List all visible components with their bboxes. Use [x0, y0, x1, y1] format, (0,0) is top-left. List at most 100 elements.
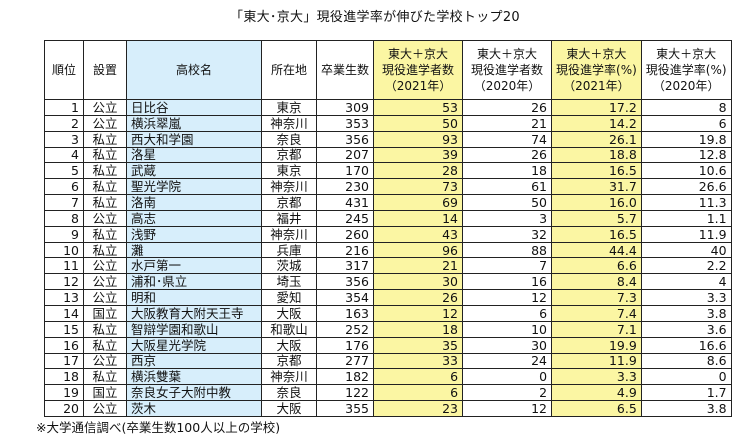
cell-graduates: 163	[315, 304, 375, 322]
table-row: 10 私立灘兵庫 216 96 88 44.4 40	[44, 241, 732, 259]
header-rate-2021-line2: 現役進学率(%)	[556, 63, 637, 77]
footnote: ※大学通信調べ(卒業生数100人以上の学校)	[36, 420, 281, 435]
cell-count-2021: 6	[373, 384, 464, 402]
cell-graduates: 356	[315, 273, 375, 291]
cell-location: 京都	[261, 352, 317, 370]
header-count-2020: 東大＋京大 現役進学者数 （2020年）	[462, 40, 553, 100]
cell-rate-2021: 14.2	[551, 114, 642, 132]
cell-rate-2021: 19.9	[551, 336, 642, 354]
cell-graduates: 207	[315, 146, 375, 164]
cell-rate-2021: 7.1	[551, 320, 642, 338]
cell-graduates: 252	[315, 320, 375, 338]
cell-count-2021: 6	[373, 368, 464, 386]
table-row: 4 私立 洛星 京都 207 39 26 18.8 12.8	[44, 146, 732, 164]
table-row: 11 公立 水戸第一 茨城 317 21 7 6.6 2.2	[44, 257, 732, 275]
cell-count-2021: 26	[373, 289, 464, 306]
cell-rank: 3	[44, 130, 84, 148]
cell-count-2021: 96	[373, 241, 464, 259]
cell-count-2020: 12	[462, 400, 553, 417]
page-title: 「東大･京大」現役進学率が伸びた学校トップ20	[230, 10, 520, 25]
cell-location: 神奈川	[261, 114, 317, 132]
header-school-name: 高校名	[126, 40, 262, 100]
cell-rate-2020: 3.8	[640, 304, 732, 322]
cell-location: 東京	[261, 99, 317, 116]
header-count-2021-line3: （2021年）	[384, 79, 452, 93]
cell-count-2020: 26	[462, 146, 553, 164]
header-count-2020-line2: 現役進学者数	[471, 63, 544, 77]
cell-rank: 1	[44, 99, 84, 116]
cell-rate-2020: 4	[640, 273, 732, 291]
cell-graduates: 170	[315, 162, 375, 180]
cell-count-2021: 14	[373, 209, 464, 227]
cell-school-name: 西京	[126, 352, 262, 370]
cell-rate-2021: 17.2	[551, 99, 642, 116]
cell-rank: 5	[44, 162, 84, 180]
cell-count-2021: 73	[373, 178, 464, 196]
cell-school-name: 水戸第一	[126, 257, 262, 275]
cell-location: 和歌山	[261, 320, 317, 338]
header-location: 所在地	[261, 40, 317, 100]
cell-school-name: 高志	[126, 209, 262, 227]
cell-rate-2021: 26.1	[551, 130, 642, 148]
cell-rank: 18	[44, 368, 84, 386]
cell-graduates: 356	[315, 130, 375, 148]
cell-count-2020: 61	[462, 178, 553, 196]
cell-location: 福井	[261, 209, 317, 227]
header-count-2021: 東大＋京大 現役進学者数 （2021年）	[373, 40, 464, 100]
cell-rate-2021: 6.6	[551, 257, 642, 275]
table-row: 16 私立 大阪星光学院 大阪 176 35 30 19.9 16.6	[44, 336, 732, 354]
cell-rank: 7	[44, 194, 84, 211]
table-row: 15 私立 智辯学園和歌山 和歌山 252 18 10 7.1 3.6	[44, 320, 732, 338]
cell-rank: 19	[44, 384, 84, 402]
cell-rate-2020: 19.8	[640, 130, 732, 148]
table-row: 12 公立 浦和･県立 埼玉 356 30 16 8.4 4	[44, 273, 732, 291]
cell-rate-2020: 8	[640, 99, 732, 116]
cell-type: 私立	[83, 241, 127, 259]
cell-rank: 12	[44, 273, 84, 291]
cell-location: 神奈川	[261, 178, 317, 196]
header-rate-2020-line3: （2020年）	[652, 79, 720, 93]
cell-rate-2020: 26.6	[640, 178, 732, 196]
cell-rate-2020: 12.8	[640, 146, 732, 164]
table-row: 5 私立 武蔵 東京 170 28 18 16.5 10.6	[44, 162, 732, 180]
header-rank: 順位	[44, 40, 84, 100]
cell-rate-2021: 7.4	[551, 304, 642, 322]
cell-count-2021: 23	[373, 400, 464, 417]
cell-count-2021: 53	[373, 99, 464, 116]
table-row: 3 私立 西大和学園 奈良 356 93 74 26.1 19.8	[44, 130, 732, 148]
cell-count-2021: 30	[373, 273, 464, 291]
cell-type: 公立	[83, 352, 127, 370]
cell-location: 京都	[261, 194, 317, 211]
header-rate-2021-line1: 東大＋京大	[566, 47, 627, 61]
cell-type: 公立	[83, 273, 127, 291]
cell-location: 大阪	[261, 336, 317, 354]
cell-graduates: 182	[315, 368, 375, 386]
cell-rank: 15	[44, 320, 84, 338]
cell-type: 私立	[83, 162, 127, 180]
cell-rank: 4	[44, 146, 84, 164]
cell-type: 公立	[83, 209, 127, 227]
cell-count-2020: 12	[462, 289, 553, 306]
cell-type: 私立	[83, 194, 127, 211]
cell-school-name: 灘	[126, 241, 262, 259]
table-row: 6 私立 聖光学院 神奈川 230 73 61 31.7 26.6	[44, 178, 732, 196]
cell-count-2021: 28	[373, 162, 464, 180]
cell-rate-2020: 16.6	[640, 336, 732, 354]
table-row: 9 私立 浅野 神奈川 260 43 32 16.5 11.9	[44, 225, 732, 243]
cell-type: 公立	[83, 257, 127, 275]
cell-graduates: 277	[315, 352, 375, 370]
cell-type: 私立	[83, 178, 127, 196]
cell-count-2021: 35	[373, 336, 464, 354]
cell-graduates: 309	[315, 99, 375, 116]
cell-rate-2020: 3.6	[640, 320, 732, 338]
header-count-2021-line2: 現役進学者数	[382, 63, 455, 77]
cell-count-2020: 6	[462, 304, 553, 322]
cell-rate-2021: 4.9	[551, 384, 642, 402]
header-count-2020-line3: （2020年）	[473, 79, 541, 93]
table-row: 7 私立 洛南 京都 431 69 50 16.0 11.3	[44, 194, 732, 211]
header-count-2021-line1: 東大＋京大	[388, 47, 449, 61]
cell-graduates: 216	[315, 241, 375, 259]
cell-type: 私立	[83, 320, 127, 338]
cell-school-name: 茨木	[126, 400, 262, 417]
cell-rank: 2	[44, 114, 84, 132]
